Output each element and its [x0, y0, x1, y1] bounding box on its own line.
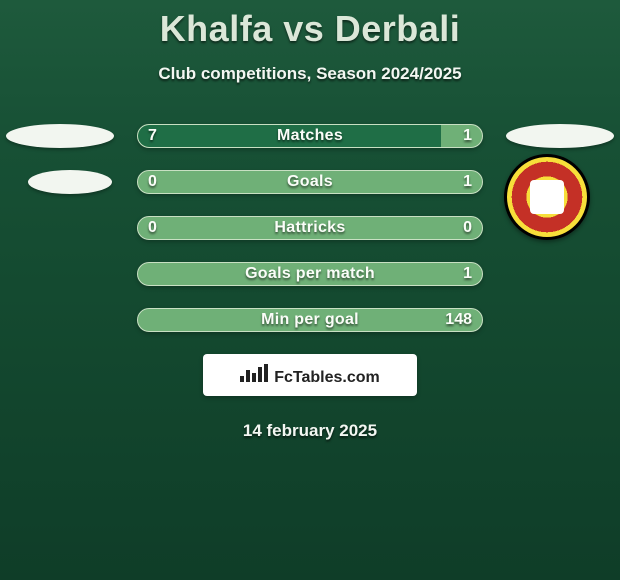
fctables-text: FcTables.com: [274, 369, 380, 387]
stat-right-value: 0: [463, 219, 472, 237]
stat-row: 0 Hattricks 0: [0, 216, 620, 240]
barchart-icon: [240, 364, 268, 382]
stat-bar: Goals per match 1: [137, 262, 483, 286]
stat-right-value: 1: [463, 265, 472, 283]
stat-label: Matches: [138, 127, 482, 145]
stat-row: 7 Matches 1: [0, 124, 620, 148]
stats-area: 7 Matches 1 0 Goals 1 0 Hattricks 0: [0, 124, 620, 332]
page-title: Khalfa vs Derbali: [0, 0, 620, 50]
stat-row: Min per goal 148: [0, 308, 620, 332]
stat-label: Min per goal: [138, 311, 482, 329]
stat-bar: 7 Matches 1: [137, 124, 483, 148]
stat-row: Goals per match 1: [0, 262, 620, 286]
stat-right-value: 148: [445, 311, 472, 329]
fctables-logo: FcTables.com: [240, 364, 380, 387]
stat-label: Goals: [138, 173, 482, 191]
stat-bar: Min per goal 148: [137, 308, 483, 332]
stat-row: 0 Goals 1: [0, 170, 620, 194]
subtitle: Club competitions, Season 2024/2025: [0, 64, 620, 84]
stat-label: Goals per match: [138, 265, 482, 283]
stat-right-value: 1: [463, 127, 472, 145]
stat-bar: 0 Goals 1: [137, 170, 483, 194]
comparison-card: Khalfa vs Derbali Club competitions, Sea…: [0, 0, 620, 441]
fctables-watermark: FcTables.com: [203, 354, 417, 396]
stat-bar: 0 Hattricks 0: [137, 216, 483, 240]
stat-right-value: 1: [463, 173, 472, 191]
date-label: 14 february 2025: [0, 421, 620, 441]
stat-label: Hattricks: [138, 219, 482, 237]
